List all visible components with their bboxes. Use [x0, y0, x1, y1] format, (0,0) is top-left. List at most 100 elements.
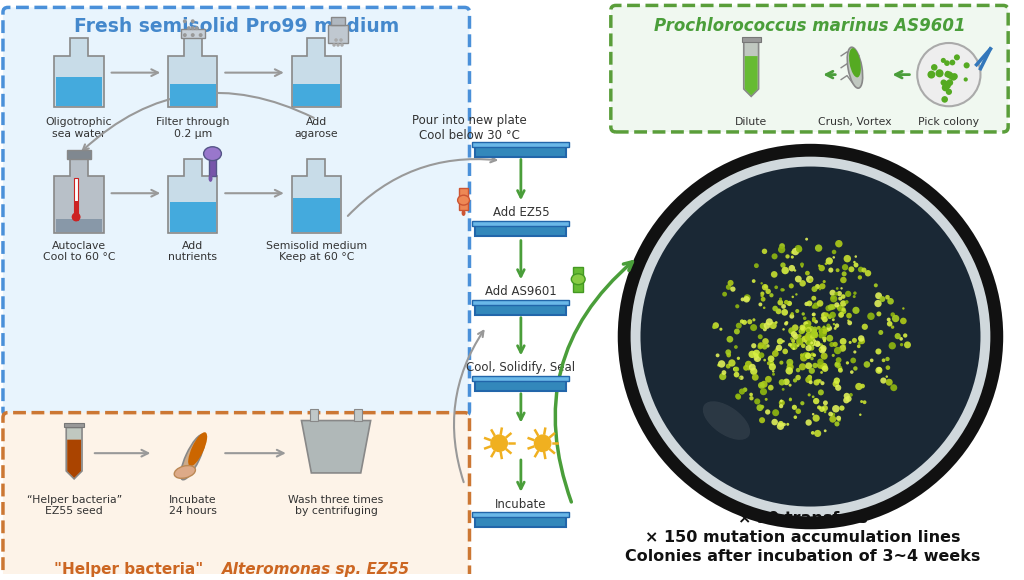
Circle shape — [807, 334, 814, 341]
Circle shape — [886, 375, 888, 378]
Circle shape — [833, 405, 840, 412]
Ellipse shape — [174, 466, 196, 478]
Circle shape — [741, 320, 746, 325]
Circle shape — [774, 348, 778, 352]
Circle shape — [333, 43, 336, 47]
Circle shape — [779, 404, 783, 408]
Circle shape — [725, 349, 731, 355]
Text: Filter through
0.2 μm: Filter through 0.2 μm — [156, 117, 229, 139]
Polygon shape — [54, 158, 103, 233]
Circle shape — [936, 69, 943, 77]
Circle shape — [836, 268, 840, 272]
Circle shape — [820, 330, 827, 337]
Circle shape — [876, 349, 882, 354]
Circle shape — [780, 262, 785, 268]
Circle shape — [617, 144, 1004, 530]
Circle shape — [946, 71, 953, 78]
Circle shape — [814, 340, 820, 347]
Text: Incubate
24 hours: Incubate 24 hours — [169, 495, 217, 516]
Circle shape — [853, 291, 857, 295]
Polygon shape — [168, 158, 217, 233]
Circle shape — [763, 358, 766, 361]
Circle shape — [844, 255, 851, 262]
Text: × 39 transfers: × 39 transfers — [737, 512, 867, 527]
Circle shape — [793, 347, 795, 350]
Circle shape — [877, 367, 882, 372]
Polygon shape — [292, 38, 341, 107]
Circle shape — [768, 385, 773, 390]
Circle shape — [886, 365, 890, 370]
Polygon shape — [293, 84, 340, 106]
Circle shape — [759, 303, 762, 306]
Circle shape — [811, 353, 815, 357]
Circle shape — [831, 354, 835, 357]
Circle shape — [828, 267, 834, 273]
Circle shape — [772, 306, 778, 311]
Circle shape — [800, 280, 806, 287]
Circle shape — [743, 296, 750, 303]
Circle shape — [753, 318, 756, 321]
Circle shape — [755, 398, 760, 404]
Circle shape — [783, 379, 790, 385]
Circle shape — [823, 429, 826, 432]
Circle shape — [824, 262, 827, 265]
Circle shape — [761, 297, 766, 302]
Circle shape — [811, 286, 817, 292]
Circle shape — [774, 285, 778, 289]
Circle shape — [918, 43, 981, 106]
Circle shape — [840, 338, 847, 345]
Circle shape — [803, 321, 808, 327]
Circle shape — [793, 334, 799, 340]
Circle shape — [782, 288, 784, 291]
Circle shape — [813, 398, 819, 404]
Circle shape — [882, 358, 886, 362]
Circle shape — [818, 348, 821, 351]
Circle shape — [812, 317, 816, 321]
Circle shape — [826, 335, 834, 342]
Circle shape — [785, 254, 790, 259]
Bar — [74, 179, 78, 220]
Circle shape — [752, 279, 756, 283]
Circle shape — [820, 362, 827, 370]
Polygon shape — [56, 77, 102, 106]
Circle shape — [811, 296, 816, 300]
Circle shape — [758, 342, 764, 349]
Circle shape — [806, 324, 811, 329]
Circle shape — [640, 166, 981, 506]
Circle shape — [819, 407, 824, 412]
FancyBboxPatch shape — [3, 412, 469, 579]
Polygon shape — [67, 427, 82, 479]
Circle shape — [788, 265, 795, 271]
Circle shape — [820, 371, 823, 374]
Circle shape — [757, 404, 763, 411]
Circle shape — [786, 364, 794, 371]
Circle shape — [835, 292, 838, 296]
Circle shape — [804, 324, 811, 331]
Circle shape — [749, 364, 756, 371]
Circle shape — [752, 374, 759, 380]
Bar — [75, 201, 78, 218]
Circle shape — [762, 284, 768, 291]
Circle shape — [892, 315, 899, 322]
Circle shape — [802, 336, 807, 342]
Circle shape — [829, 311, 836, 318]
Circle shape — [769, 361, 774, 365]
Circle shape — [846, 396, 852, 402]
Circle shape — [733, 372, 739, 378]
Circle shape — [726, 284, 731, 290]
Circle shape — [809, 368, 815, 374]
Circle shape — [879, 330, 884, 335]
Circle shape — [777, 338, 783, 345]
Circle shape — [771, 271, 777, 278]
Circle shape — [854, 255, 857, 258]
Circle shape — [840, 312, 843, 316]
Circle shape — [837, 416, 841, 420]
Circle shape — [490, 434, 508, 452]
Circle shape — [760, 292, 765, 296]
Circle shape — [195, 26, 199, 30]
Ellipse shape — [462, 210, 466, 216]
Circle shape — [847, 321, 852, 325]
Circle shape — [722, 292, 727, 296]
Circle shape — [776, 345, 782, 351]
Circle shape — [855, 383, 862, 390]
